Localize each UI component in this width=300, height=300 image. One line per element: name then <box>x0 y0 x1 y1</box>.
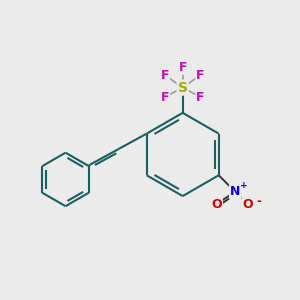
Text: F: F <box>178 61 187 74</box>
Text: O: O <box>211 198 222 211</box>
Text: F: F <box>196 69 205 82</box>
Text: S: S <box>178 81 188 94</box>
Text: F: F <box>160 69 169 82</box>
Text: F: F <box>160 91 169 103</box>
Text: F: F <box>196 91 205 103</box>
Text: -: - <box>256 195 261 208</box>
Text: +: + <box>240 181 248 190</box>
Text: O: O <box>242 198 253 211</box>
Text: N: N <box>230 185 240 198</box>
